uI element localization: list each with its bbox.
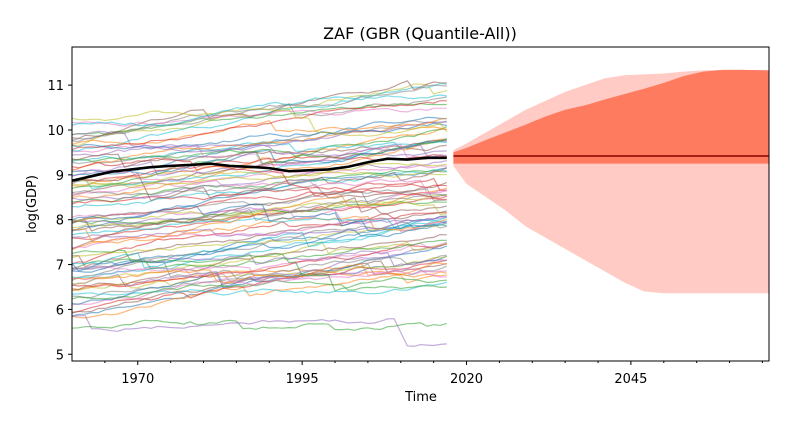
country-series-line: [72, 126, 447, 172]
country-series-line: [72, 121, 447, 157]
forecast-inner-band: [453, 69, 769, 164]
y-tick-label: 9: [56, 169, 64, 184]
country-series-line: [72, 203, 447, 232]
country-series-line: [72, 107, 447, 127]
y-axis-label: log(GDP): [25, 175, 40, 233]
country-series-line: [72, 170, 447, 189]
country-series-line: [72, 169, 447, 203]
country-series-line: [72, 249, 447, 292]
chart-title: ZAF (GBR (Quantile-All)): [323, 24, 517, 43]
axes: 1970 1995 2020 2045 5 6 7 8 9 10 11: [47, 79, 763, 387]
plot-frame: [71, 46, 770, 362]
country-series-line: [72, 265, 447, 282]
country-series-line: [72, 315, 447, 348]
country-series-line: [72, 319, 447, 331]
y-tick-label: 7: [56, 259, 64, 274]
country-series-line: [72, 219, 447, 279]
country-series-line: [72, 281, 447, 296]
country-series-line: [72, 183, 447, 196]
country-series-line: [72, 243, 447, 288]
country-series-line: [72, 94, 447, 127]
y-tick-label: 5: [56, 348, 64, 363]
country-series-line: [72, 241, 448, 306]
country-series-line: [72, 138, 447, 163]
country-series-line: [72, 200, 447, 222]
country-series-line: [72, 150, 447, 177]
country-series-line: [72, 157, 447, 200]
country-series-line: [72, 164, 447, 196]
x-tick-label: 1970: [121, 372, 154, 387]
country-series-line: [72, 197, 447, 250]
country-series-line: [72, 126, 448, 189]
target-series-line: [72, 156, 447, 182]
country-series-line: [72, 107, 448, 137]
country-series-line: [72, 215, 447, 239]
x-tick-label: 2020: [450, 372, 483, 387]
country-series-line: [72, 187, 447, 243]
country-series-line: [72, 274, 447, 319]
country-series-line: [72, 130, 447, 158]
country-series-line: [72, 279, 447, 300]
country-series-line: [72, 160, 447, 201]
country-series-line: [72, 96, 447, 143]
country-series-line: [72, 254, 447, 281]
country-series-line: [72, 100, 447, 151]
x-tick-label: 1995: [286, 372, 319, 387]
x-tick-label: 2045: [614, 372, 647, 387]
y-tick-label: 11: [47, 79, 64, 94]
y-tick-label: 10: [47, 124, 64, 139]
x-axis-label: Time: [404, 390, 437, 405]
plot-area: [72, 69, 769, 348]
country-series-line: [72, 84, 447, 141]
country-series-line: [72, 216, 448, 269]
country-series-line: [72, 162, 447, 187]
country-series-line: [72, 122, 447, 150]
country-series-line: [72, 168, 447, 195]
country-series-line: [72, 212, 447, 265]
y-tick-label: 8: [56, 214, 64, 229]
country-series-line: [72, 242, 448, 287]
country-series-line: [72, 217, 447, 236]
country-series-line: [72, 239, 447, 270]
y-tick-label: 6: [56, 303, 64, 318]
country-series-line: [72, 259, 447, 313]
